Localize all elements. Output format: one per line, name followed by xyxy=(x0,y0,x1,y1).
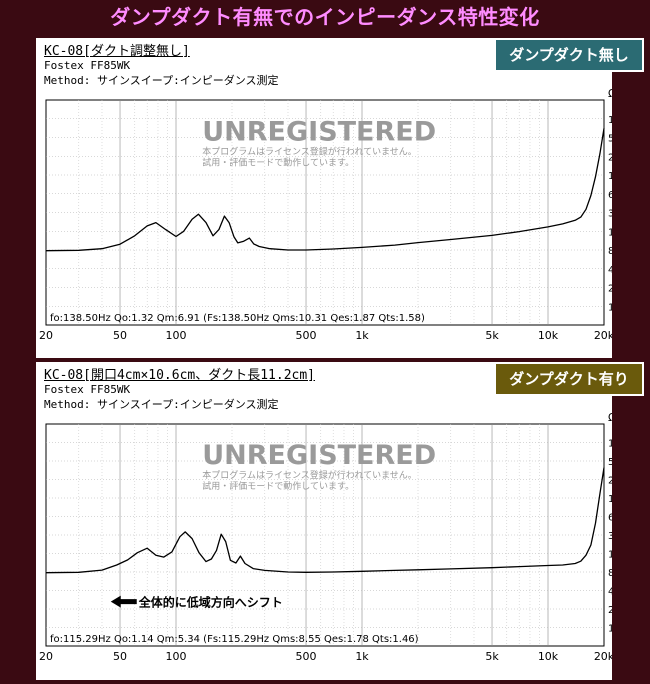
x-tick-label-2: 10k xyxy=(538,650,559,663)
impedance-chart-2: UNREGISTERED本プログラムはライセンス登録が行われていません。試用・評… xyxy=(39,411,612,663)
x-tick-label-1: 1k xyxy=(355,329,369,342)
watermark-line2-1: 試用・評価モードで動作しています。 xyxy=(202,157,354,169)
y-tick-label-2: 2 xyxy=(608,605,612,616)
watermark-line1-1: 本プログラムはライセンス登録が行われていません。 xyxy=(202,146,417,158)
y-tick-label-2: 128 xyxy=(608,494,612,505)
panel-2-driver: Fostex FF85WK xyxy=(44,383,131,396)
y-tick-label-2: 4 xyxy=(608,587,612,598)
x-tick-label-1: 500 xyxy=(296,329,317,342)
y-tick-label-1: 256 xyxy=(608,152,612,163)
y-tick-label-2: 8 xyxy=(608,568,612,579)
y-tick-label-1: 1 xyxy=(608,302,612,313)
x-tick-label-2: 500 xyxy=(296,650,317,663)
y-tick-label-1: 16 xyxy=(608,227,612,238)
y-tick-label-2: 1024 xyxy=(608,439,612,450)
impedance-chart-1: UNREGISTERED本プログラムはライセンス登録が行われていません。試用・評… xyxy=(39,87,612,342)
y-tick-label-2: 32 xyxy=(608,531,612,542)
watermark-title-2: UNREGISTERED xyxy=(202,440,436,471)
params-line-1: fo:138.50Hz Qo:1.32 Qm:6.91 (Fs:138.50Hz… xyxy=(50,313,425,324)
watermark-line1-2: 本プログラムはライセンス登録が行われていません。 xyxy=(202,469,417,481)
watermark-title-1: UNREGISTERED xyxy=(202,117,436,148)
y-unit-label-2: Ω xyxy=(608,411,612,424)
x-tick-label-2: 1k xyxy=(355,650,369,663)
x-tick-label-1: 20 xyxy=(39,329,53,342)
x-tick-label-2: 5k xyxy=(485,650,499,663)
y-tick-label-2: 64 xyxy=(608,513,612,524)
left-arrow-icon xyxy=(110,595,137,608)
y-tick-label-1: 1024 xyxy=(608,115,612,126)
y-unit-label-1: Ω xyxy=(608,87,612,100)
y-tick-label-2: 512 xyxy=(608,457,612,468)
params-line-2: fo:115.29Hz Qo:1.14 Qm:5.34 (Fs:115.29Hz… xyxy=(50,634,419,645)
watermark-line2-2: 試用・評価モードで動作しています。 xyxy=(202,480,354,492)
panel-1: KC-08[ダクト調整無し] Fostex FF85WK Method: サイン… xyxy=(36,38,644,358)
y-tick-label-1: 32 xyxy=(608,209,612,220)
x-tick-label-1: 5k xyxy=(485,329,499,342)
panel-1-header-title: KC-08[ダクト調整無し] xyxy=(44,44,190,59)
panel-2-method: Method: サインスイープ:インピーダンス測定 xyxy=(44,398,279,411)
x-tick-label-1: 10k xyxy=(538,329,559,342)
y-tick-label-2: 16 xyxy=(608,550,612,561)
y-tick-label-2: 256 xyxy=(608,476,612,487)
badge-with-duct: ダンプダクト有り xyxy=(494,362,644,396)
x-tick-label-1: 50 xyxy=(113,329,127,342)
y-tick-label-1: 4 xyxy=(608,265,612,276)
panel-2: KC-08[開口4cm×10.6cm、ダクト長11.2cm] Fostex FF… xyxy=(36,362,644,680)
page-title: ダンプダクト有無でのインピーダンス特性変化 xyxy=(110,5,540,29)
x-tick-label-2: 100 xyxy=(166,650,187,663)
y-tick-label-1: 128 xyxy=(608,171,612,182)
panel-1-driver: Fostex FF85WK xyxy=(44,59,131,72)
x-tick-label-2: 20 xyxy=(39,650,53,663)
impedance-curve-2 xyxy=(45,467,605,574)
panel-1-method: Method: サインスイープ:インピーダンス測定 xyxy=(44,74,279,87)
y-tick-label-1: 512 xyxy=(608,134,612,145)
shift-annotation: 全体的に低域方向へシフト xyxy=(138,595,283,610)
impedance-curve-1 xyxy=(45,128,605,252)
y-tick-label-1: 8 xyxy=(608,246,612,257)
x-tick-label-2: 20k xyxy=(594,650,612,663)
y-tick-label-2: 1 xyxy=(608,624,612,635)
badge-no-duct: ダンプダクト無し xyxy=(494,38,644,72)
x-tick-label-1: 20k xyxy=(594,329,612,342)
y-tick-label-1: 2 xyxy=(608,284,612,295)
y-tick-label-1: 64 xyxy=(608,190,612,201)
x-tick-label-1: 100 xyxy=(166,329,187,342)
x-tick-label-2: 50 xyxy=(113,650,127,663)
panel-2-header-title: KC-08[開口4cm×10.6cm、ダクト長11.2cm] xyxy=(44,368,316,383)
